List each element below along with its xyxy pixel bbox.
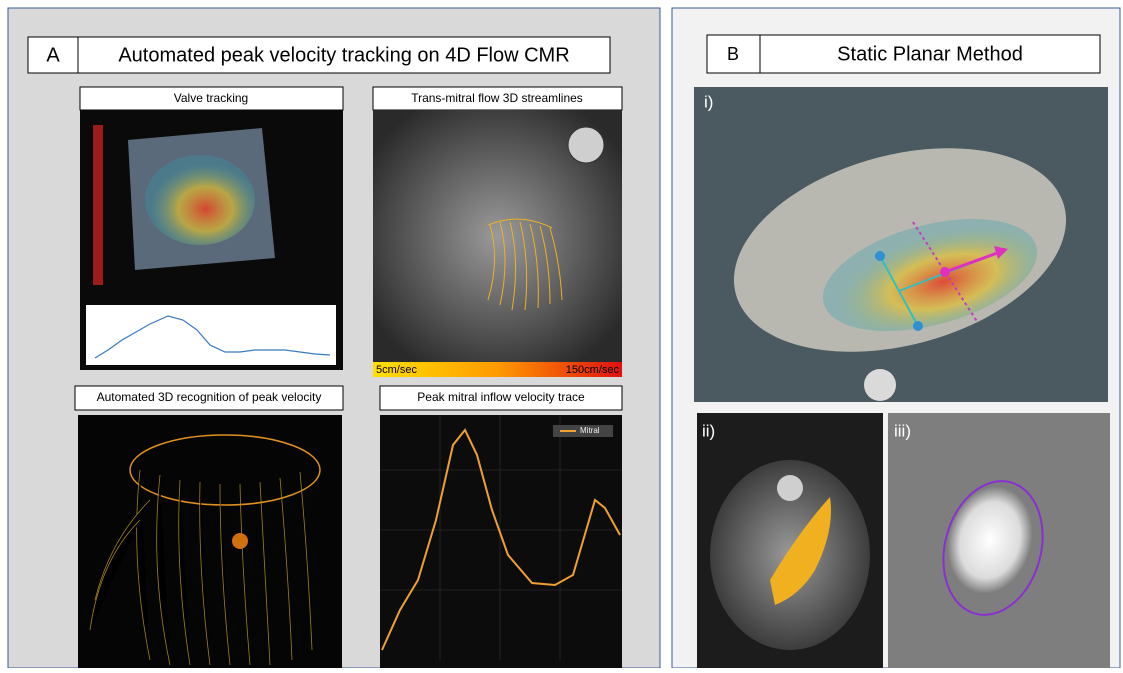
- aorta: [567, 126, 605, 164]
- displacement-plot: [86, 305, 336, 365]
- aorta: [864, 369, 896, 401]
- displacement-line: [94, 315, 331, 359]
- image-trace: [380, 415, 622, 668]
- image-3d-recognition: [78, 415, 342, 668]
- flow-overlay: [145, 155, 255, 245]
- panel-label: A: [46, 44, 60, 66]
- flow-arrow: [944, 250, 1001, 274]
- valve-blob: [947, 485, 1033, 595]
- legend-box: [553, 425, 613, 437]
- velocity-trace: [381, 428, 621, 651]
- flow-overlay: [822, 218, 1038, 332]
- aorta: [777, 475, 803, 501]
- panel-title: Automated peak velocity tracking on 4D F…: [118, 44, 569, 66]
- point: [940, 267, 950, 277]
- panel-label: B: [727, 44, 739, 64]
- contour: [942, 480, 1044, 616]
- valve-ring: [129, 434, 321, 506]
- legend-label: Mitral: [580, 426, 600, 435]
- point: [875, 251, 885, 261]
- image-label: iii): [894, 421, 911, 440]
- label-box: [27, 36, 79, 74]
- peak-marker: [232, 533, 248, 549]
- panel-title: Static Planar Method: [837, 43, 1023, 65]
- streamlines-3d: [89, 469, 313, 666]
- arrowhead: [994, 246, 1008, 259]
- image-label: i): [704, 92, 713, 111]
- scale-min: 5cm/sec: [376, 364, 417, 376]
- scale-max: 150cm/sec: [566, 364, 620, 376]
- caption-box: [74, 385, 344, 411]
- trace-grid: [380, 415, 622, 660]
- image-label: ii): [702, 421, 715, 440]
- label-box: [706, 34, 761, 74]
- streamlines: [487, 218, 563, 311]
- caption: Peak mitral inflow velocity trace: [417, 390, 585, 404]
- point: [913, 321, 923, 331]
- title-box: [77, 36, 611, 74]
- streamlines: [770, 497, 831, 605]
- caption: Valve tracking: [174, 91, 248, 105]
- title-box: [759, 34, 1101, 74]
- caption: Automated 3D recognition of peak velocit…: [97, 390, 322, 404]
- caption-box: [379, 385, 623, 411]
- color-scale: [93, 125, 103, 285]
- velocity-scale: [373, 362, 622, 377]
- caption: Trans-mitral flow 3D streamlines: [411, 91, 583, 105]
